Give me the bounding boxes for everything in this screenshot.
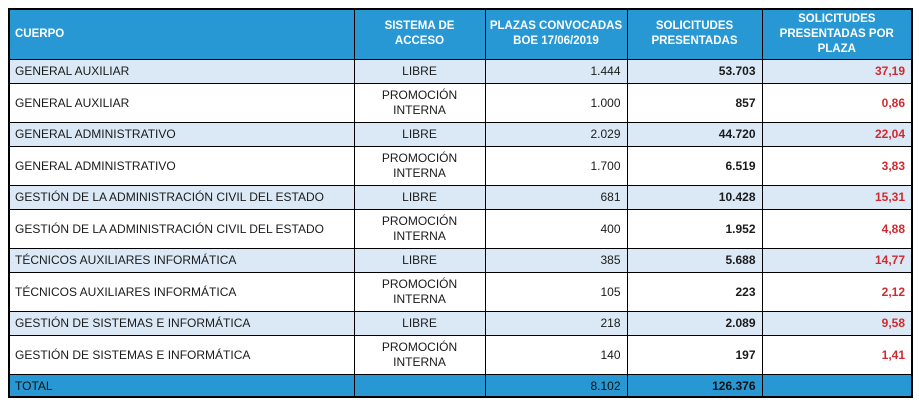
column-header-cuerpo: CUERPO	[8, 8, 355, 60]
cell-cuerpo: GENERAL ADMINISTRATIVO	[8, 121, 355, 147]
table-row: TÉCNICOS AUXILIARES INFORMÁTICA PROMOCIÓ…	[8, 271, 913, 312]
cell-solicitudes-por-plaza: 0,86	[761, 82, 913, 123]
cell-sistema-acceso: LIBRE	[353, 247, 486, 273]
table-row: GESTIÓN DE SISTEMAS E INFORMÁTICA PROMOC…	[8, 334, 913, 375]
cell-plazas-convocadas: 140	[484, 334, 628, 375]
cell-plazas-convocadas: 218	[484, 310, 628, 336]
cell-plazas-convocadas: 1.444	[484, 58, 628, 84]
total-por-plaza-cell	[761, 373, 913, 398]
cell-plazas-convocadas: 2.029	[484, 121, 628, 147]
cell-sistema-acceso: LIBRE	[353, 184, 486, 210]
cell-solicitudes-presentadas: 857	[626, 82, 763, 123]
cell-solicitudes-por-plaza: 37,19	[761, 58, 913, 84]
cell-cuerpo: GESTIÓN DE SISTEMAS E INFORMÁTICA	[8, 334, 355, 375]
table-row: GENERAL AUXILIAR PROMOCIÓN INTERNA 1.000…	[8, 82, 913, 123]
table-row: GENERAL AUXILIAR LIBRE 1.444 53.703 37,1…	[8, 58, 913, 84]
cell-solicitudes-presentadas: 53.703	[626, 58, 763, 84]
cell-plazas-convocadas: 105	[484, 271, 628, 312]
cell-solicitudes-por-plaza: 2,12	[761, 271, 913, 312]
cell-solicitudes-por-plaza: 15,31	[761, 184, 913, 210]
cell-cuerpo: GESTIÓN DE LA ADMINISTRACIÓN CIVIL DEL E…	[8, 208, 355, 249]
total-plazas-cell: 8.102	[484, 373, 628, 398]
table-header-row: CUERPO SISTEMA DE ACCESO PLAZAS CONVOCAD…	[8, 8, 913, 60]
table-row: GESTIÓN DE LA ADMINISTRACIÓN CIVIL DEL E…	[8, 184, 913, 210]
column-header-sistema-de-acceso: SISTEMA DE ACCESO	[353, 8, 486, 60]
cell-cuerpo: GENERAL ADMINISTRATIVO	[8, 145, 355, 186]
cell-cuerpo: GESTIÓN DE LA ADMINISTRACIÓN CIVIL DEL E…	[8, 184, 355, 210]
total-label-cell: TOTAL	[8, 373, 355, 398]
cell-solicitudes-presentadas: 1.952	[626, 208, 763, 249]
cell-sistema-acceso: LIBRE	[353, 58, 486, 84]
table-row: GENERAL ADMINISTRATIVO PROMOCIÓN INTERNA…	[8, 145, 913, 186]
table-row: TÉCNICOS AUXILIARES INFORMÁTICA LIBRE 38…	[8, 247, 913, 273]
total-row: TOTAL 8.102 126.376	[8, 373, 913, 398]
column-header-solicitudes-por-plaza: SOLICITUDES PRESENTADAS POR PLAZA	[761, 8, 913, 60]
cell-sistema-acceso: PROMOCIÓN INTERNA	[353, 334, 486, 375]
convocatoria-table: CUERPO SISTEMA DE ACCESO PLAZAS CONVOCAD…	[8, 8, 913, 399]
cell-cuerpo: GENERAL AUXILIAR	[8, 58, 355, 84]
cell-cuerpo: TÉCNICOS AUXILIARES INFORMÁTICA	[8, 247, 355, 273]
column-header-plazas-convocadas: PLAZAS CONVOCADAS BOE 17/06/2019	[484, 8, 628, 60]
cell-solicitudes-por-plaza: 22,04	[761, 121, 913, 147]
table-row: GESTIÓN DE SISTEMAS E INFORMÁTICA LIBRE …	[8, 310, 913, 336]
cell-sistema-acceso: PROMOCIÓN INTERNA	[353, 208, 486, 249]
cell-sistema-acceso: PROMOCIÓN INTERNA	[353, 145, 486, 186]
cell-plazas-convocadas: 385	[484, 247, 628, 273]
cell-plazas-convocadas: 681	[484, 184, 628, 210]
cell-solicitudes-por-plaza: 14,77	[761, 247, 913, 273]
cell-solicitudes-presentadas: 223	[626, 271, 763, 312]
column-header-solicitudes-presentadas: SOLICITUDES PRESENTADAS	[626, 8, 763, 60]
cell-solicitudes-por-plaza: 4,88	[761, 208, 913, 249]
table-row: GENERAL ADMINISTRATIVO LIBRE 2.029 44.72…	[8, 121, 913, 147]
cell-solicitudes-presentadas: 5.688	[626, 247, 763, 273]
cell-cuerpo: GENERAL AUXILIAR	[8, 82, 355, 123]
cell-solicitudes-presentadas: 10.428	[626, 184, 763, 210]
cell-sistema-acceso: PROMOCIÓN INTERNA	[353, 82, 486, 123]
cell-cuerpo: GESTIÓN DE SISTEMAS E INFORMÁTICA	[8, 310, 355, 336]
cell-plazas-convocadas: 1.000	[484, 82, 628, 123]
cell-solicitudes-por-plaza: 9,58	[761, 310, 913, 336]
total-acceso-cell	[353, 373, 486, 398]
cell-solicitudes-presentadas: 44.720	[626, 121, 763, 147]
cell-solicitudes-presentadas: 197	[626, 334, 763, 375]
total-solicitudes-cell: 126.376	[626, 373, 763, 398]
cell-sistema-acceso: LIBRE	[353, 310, 486, 336]
cell-plazas-convocadas: 1.700	[484, 145, 628, 186]
cell-cuerpo: TÉCNICOS AUXILIARES INFORMÁTICA	[8, 271, 355, 312]
cell-solicitudes-presentadas: 6.519	[626, 145, 763, 186]
cell-solicitudes-por-plaza: 1,41	[761, 334, 913, 375]
table-body: GENERAL AUXILIAR LIBRE 1.444 53.703 37,1…	[8, 58, 913, 375]
table-row: GESTIÓN DE LA ADMINISTRACIÓN CIVIL DEL E…	[8, 208, 913, 249]
cell-plazas-convocadas: 400	[484, 208, 628, 249]
cell-solicitudes-por-plaza: 3,83	[761, 145, 913, 186]
cell-solicitudes-presentadas: 2.089	[626, 310, 763, 336]
cell-sistema-acceso: PROMOCIÓN INTERNA	[353, 271, 486, 312]
cell-sistema-acceso: LIBRE	[353, 121, 486, 147]
